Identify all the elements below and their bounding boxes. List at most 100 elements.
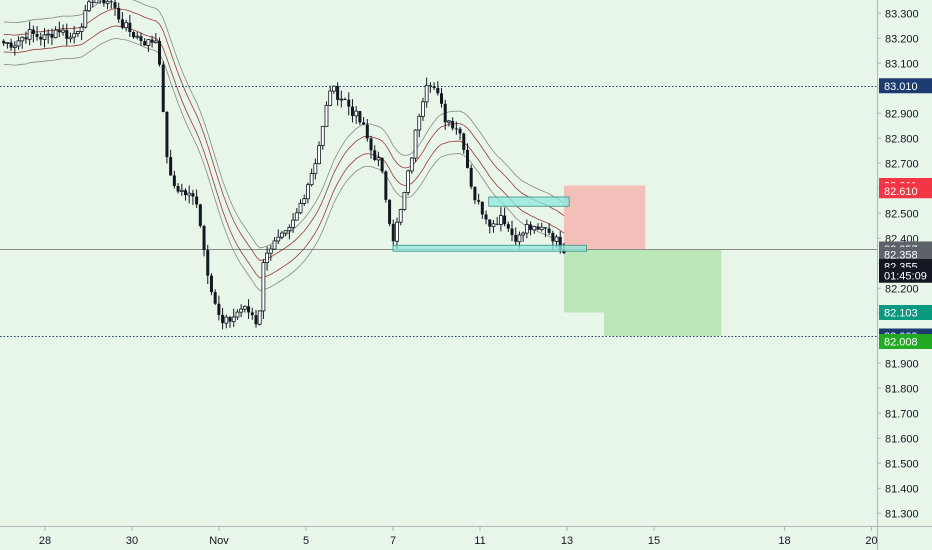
candle — [50, 28, 54, 45]
risk-zone-0[interactable] — [563, 185, 646, 250]
candle — [242, 305, 247, 313]
candle — [447, 119, 451, 127]
support-resistance-zones[interactable] — [392, 196, 587, 252]
candle — [27, 21, 32, 46]
candle — [231, 308, 236, 327]
candle — [521, 231, 526, 242]
price-tag: 82.358 — [879, 247, 932, 262]
price-tick-label: 82.800 — [885, 133, 919, 145]
candle — [458, 126, 462, 140]
candle — [235, 309, 240, 320]
price-tag-label: 01:45:09 — [884, 270, 927, 282]
candle — [9, 38, 13, 51]
reward-zone-2[interactable] — [603, 249, 722, 336]
candle — [94, 0, 99, 4]
candle — [291, 213, 295, 233]
candle — [539, 222, 544, 232]
candle — [195, 189, 199, 209]
candle — [247, 299, 251, 319]
reward-zone-1[interactable] — [563, 249, 604, 313]
candle — [428, 82, 432, 93]
candle — [313, 158, 318, 180]
price-tick-label: 82.700 — [885, 158, 919, 170]
candle — [384, 170, 388, 203]
candle — [176, 183, 180, 194]
candle — [79, 23, 84, 41]
position-boxes[interactable] — [563, 185, 722, 337]
candle — [491, 220, 496, 233]
candle — [306, 182, 310, 204]
candle — [536, 223, 540, 231]
candle — [302, 194, 307, 207]
price-tick-label: 81.400 — [885, 483, 919, 495]
candle — [524, 219, 529, 239]
candle — [369, 135, 373, 159]
time-tick-label: 5 — [303, 535, 309, 547]
candle — [406, 169, 411, 196]
price-tag-label: 82.358 — [884, 250, 918, 262]
candle — [498, 207, 503, 232]
candle — [380, 157, 384, 174]
candle — [261, 259, 266, 320]
time-tick-label: 30 — [126, 535, 138, 547]
candle — [395, 217, 399, 250]
candle — [239, 304, 244, 318]
candle — [2, 39, 6, 47]
time-axis-labels[interactable]: 28 30 Nov 5 7 11 13 15 18 20 — [39, 527, 878, 547]
candle — [417, 113, 422, 138]
candle — [172, 170, 176, 189]
candle — [53, 26, 58, 39]
price-tick-label: 81.900 — [885, 358, 919, 370]
candle — [350, 99, 354, 123]
candle — [221, 308, 225, 330]
price-tags: 83.01082.61182.61082.35782.35882.35501:4… — [879, 78, 932, 349]
candle — [376, 151, 381, 167]
candle — [543, 227, 547, 238]
candle — [224, 314, 229, 329]
candle — [421, 97, 425, 121]
candle — [477, 193, 481, 205]
candle — [75, 31, 80, 37]
time-tick-label: 18 — [778, 535, 790, 547]
candle — [280, 230, 284, 240]
candle — [469, 164, 473, 190]
price-tag: 01:45:09 — [879, 267, 932, 283]
ema-lower-outer — [3, 38, 565, 291]
candle — [120, 12, 124, 30]
price-tag: 82.103 — [879, 305, 932, 320]
candle — [87, 0, 91, 13]
candle — [213, 289, 217, 306]
candle — [12, 41, 17, 56]
candle — [510, 220, 514, 242]
price-tick-label: 83.300 — [885, 8, 919, 20]
candle — [61, 24, 65, 36]
price-tag-label: 82.008 — [884, 337, 918, 349]
time-tick-label: 28 — [39, 535, 51, 547]
candle — [102, 0, 106, 7]
candle — [388, 199, 392, 227]
candle — [309, 168, 314, 187]
candle — [161, 61, 165, 113]
price-zone-1[interactable] — [488, 196, 570, 207]
candle — [42, 28, 47, 48]
candle — [57, 21, 61, 38]
candle — [169, 149, 173, 176]
candle — [462, 132, 466, 154]
candle — [451, 117, 455, 131]
candle — [83, 4, 88, 29]
candle — [432, 82, 436, 91]
candle — [109, 0, 113, 9]
candle — [68, 32, 73, 43]
candle — [454, 121, 458, 135]
candle — [362, 117, 366, 126]
price-zone-0[interactable] — [392, 244, 587, 252]
time-tick-label: 20 — [865, 535, 877, 547]
candle — [179, 183, 184, 196]
candle — [328, 85, 333, 107]
candle — [39, 32, 43, 46]
candle — [298, 199, 303, 215]
price-tick-label: 82.200 — [885, 283, 919, 295]
candle — [228, 315, 232, 328]
price-tick-label: 82.500 — [885, 208, 919, 220]
